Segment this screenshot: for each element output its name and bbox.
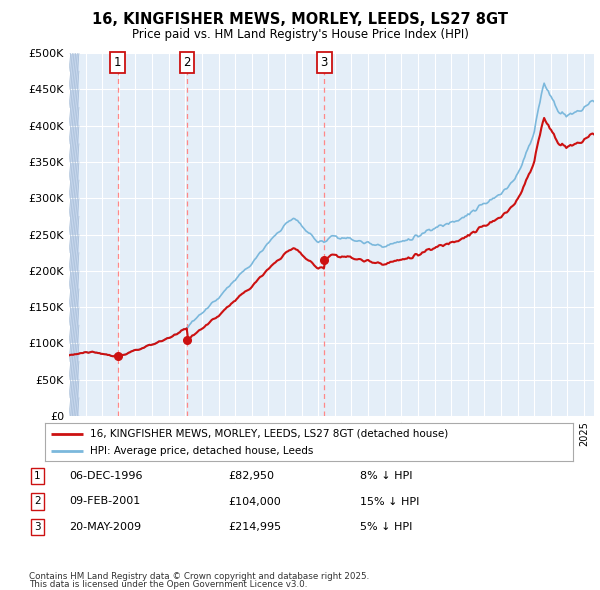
Text: HPI: Average price, detached house, Leeds: HPI: Average price, detached house, Leed… bbox=[90, 447, 313, 457]
Text: 16, KINGFISHER MEWS, MORLEY, LEEDS, LS27 8GT: 16, KINGFISHER MEWS, MORLEY, LEEDS, LS27… bbox=[92, 12, 508, 27]
Text: 3: 3 bbox=[320, 56, 328, 69]
Text: Price paid vs. HM Land Registry's House Price Index (HPI): Price paid vs. HM Land Registry's House … bbox=[131, 28, 469, 41]
Text: 3: 3 bbox=[34, 522, 41, 532]
Text: 1: 1 bbox=[114, 56, 121, 69]
Text: £82,950: £82,950 bbox=[228, 471, 274, 481]
Text: 06-DEC-1996: 06-DEC-1996 bbox=[69, 471, 143, 481]
Text: Contains HM Land Registry data © Crown copyright and database right 2025.: Contains HM Land Registry data © Crown c… bbox=[29, 572, 369, 581]
Text: 5% ↓ HPI: 5% ↓ HPI bbox=[360, 522, 412, 532]
Text: 20-MAY-2009: 20-MAY-2009 bbox=[69, 522, 141, 532]
Text: 16, KINGFISHER MEWS, MORLEY, LEEDS, LS27 8GT (detached house): 16, KINGFISHER MEWS, MORLEY, LEEDS, LS27… bbox=[90, 429, 448, 439]
Text: 2: 2 bbox=[183, 56, 191, 69]
Text: £104,000: £104,000 bbox=[228, 497, 281, 506]
Text: 09-FEB-2001: 09-FEB-2001 bbox=[69, 497, 140, 506]
Text: 8% ↓ HPI: 8% ↓ HPI bbox=[360, 471, 413, 481]
Text: £214,995: £214,995 bbox=[228, 522, 281, 532]
Text: 15% ↓ HPI: 15% ↓ HPI bbox=[360, 497, 419, 506]
Text: 2: 2 bbox=[34, 497, 41, 506]
Text: This data is licensed under the Open Government Licence v3.0.: This data is licensed under the Open Gov… bbox=[29, 580, 307, 589]
Text: 1: 1 bbox=[34, 471, 41, 481]
